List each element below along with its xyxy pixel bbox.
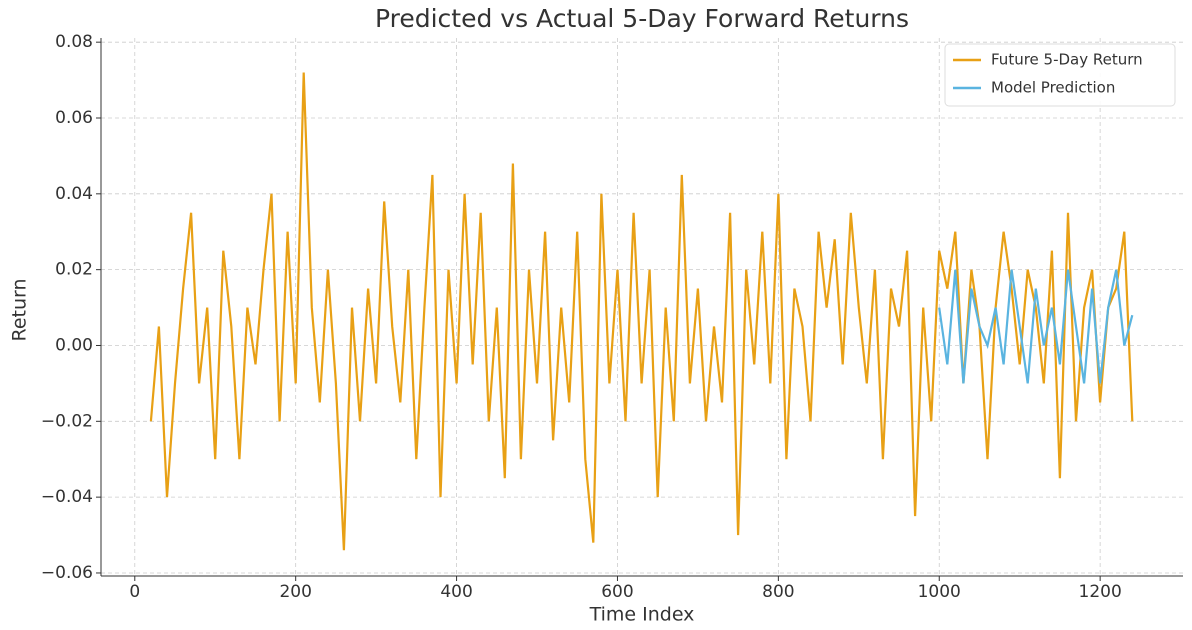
legend-label: Future 5-Day Return [991,51,1143,69]
y-tick-label: 0.00 [55,335,93,355]
y-tick-label: 0.02 [55,260,93,280]
y-tick-label: 0.08 [55,32,93,52]
x-tick-label: 800 [762,582,794,602]
y-tick-label: 0.06 [55,108,93,128]
x-axis-label: Time Index [589,604,695,626]
x-tick-label: 600 [601,582,633,602]
x-tick-label: 400 [440,582,472,602]
y-tick-label: −0.06 [41,563,93,583]
legend-label: Model Prediction [991,79,1115,97]
legend-box [944,43,1176,107]
y-tick-label: 0.04 [55,184,93,204]
series-line [149,72,1134,551]
x-tick-label: 1200 [1079,582,1122,602]
y-tick-label: −0.04 [41,487,93,507]
x-tick-label: 200 [279,582,311,602]
y-axis-label: Return [9,278,31,341]
x-tick-label: 1000 [918,582,961,602]
x-tick-label: 0 [129,582,140,602]
chart-title: Predicted vs Actual 5-Day Forward Return… [375,4,909,33]
series-line [938,269,1134,384]
y-tick-label: −0.02 [41,411,93,431]
